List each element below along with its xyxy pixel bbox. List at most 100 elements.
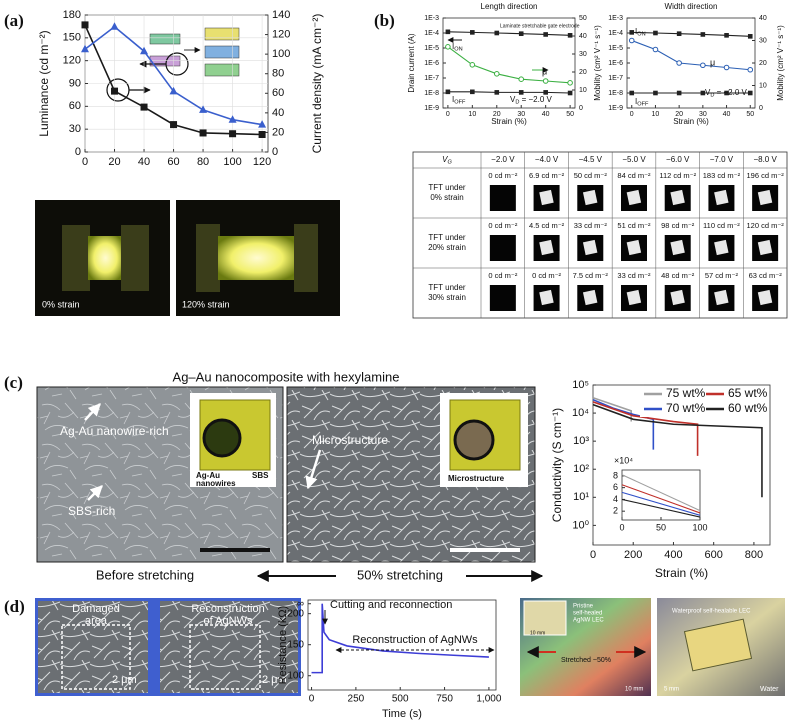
y-tick-label: 1E-9 (608, 105, 623, 112)
cell-value: 33 cd m⁻² (574, 221, 608, 230)
marker (199, 105, 208, 113)
x-tick-label: 800 (745, 549, 763, 561)
annotation: VD = −2.0 V (510, 95, 553, 106)
x-tick-label: 50 (746, 111, 754, 118)
inset-label: SBS (252, 471, 269, 480)
annotation-part: = −2.0 V (519, 95, 552, 104)
photo-caption: 120% strain (182, 299, 230, 309)
y2-tick-label: 20 (272, 126, 284, 138)
annotation-part: I (452, 42, 454, 51)
annotation: VG (442, 155, 452, 166)
cell-value: 0 cd m⁻² (532, 271, 561, 280)
y2-tick-label: 120 (272, 28, 290, 40)
plot-area (442, 17, 576, 109)
annotation: ION (635, 27, 646, 38)
marker (170, 121, 178, 129)
cell-image-pixel (670, 289, 685, 306)
annotation-part: G (447, 160, 452, 166)
y-tick-label: 10¹ (573, 491, 589, 503)
chart-title: Width direction (665, 2, 718, 11)
y2-tick-label: 40 (579, 33, 587, 40)
cell-value: 6.9 cd m⁻² (529, 171, 565, 180)
cell-image-pixel (582, 289, 598, 306)
row-label: 0% strain (430, 193, 463, 202)
y2-tick-label: 60 (272, 87, 284, 99)
marker (469, 62, 476, 68)
marker (653, 90, 658, 96)
y2-tick-label: 20 (579, 69, 587, 76)
y-tick-label: 1E-7 (424, 75, 439, 82)
cell-value: 98 cd m⁻² (661, 221, 695, 230)
series-line (621, 498, 701, 518)
cell-image-pixel (626, 189, 642, 206)
marker (542, 78, 549, 84)
x-tick-label: 120 (253, 156, 271, 168)
y-tick-label: 1E-5 (608, 45, 623, 52)
annotation-part: I (635, 27, 637, 36)
table-header: −2.0 V (491, 155, 515, 164)
marker (724, 33, 729, 38)
photo-label: Waterproof self-healable LEC (672, 609, 751, 615)
caption: 50% stretching (357, 567, 443, 582)
series-line (621, 484, 701, 514)
scale-label: 2 μm (262, 674, 287, 686)
x-tick-label: 0 (619, 522, 624, 532)
table-header: −8.0 V (753, 155, 777, 164)
marker (199, 129, 207, 137)
y2-tick-label: 100 (272, 48, 290, 60)
x-tick-label: 80 (197, 156, 209, 168)
marker (676, 60, 682, 66)
x-tick-label: 40 (138, 156, 150, 168)
series-line (631, 31, 751, 37)
series-line (447, 46, 571, 84)
marker (111, 87, 119, 95)
y2-tick-label: 0 (759, 105, 763, 112)
y-tick-label: 1E-7 (608, 75, 623, 82)
x-tick-label: 100 (692, 522, 707, 532)
marker (723, 64, 730, 71)
sem-photo: Microstructure Microstructure (286, 386, 536, 563)
x-tick-label: 50 (566, 111, 574, 118)
y-tick-label: 1E-8 (424, 90, 439, 97)
x-tick-label: 1,000 (476, 694, 501, 705)
y-tick-label: 1E-9 (424, 105, 439, 112)
y-tick-label: 4 (613, 494, 618, 504)
cell-image (489, 185, 516, 211)
panel-label: (b) (374, 11, 395, 30)
y-tick-label: 1E-6 (424, 60, 439, 67)
y-tick-label: 1E-3 (424, 15, 439, 22)
x-tick-label: 60 (167, 156, 179, 168)
cell-image-pixel (626, 239, 642, 256)
table-header: −6.0 V (666, 155, 690, 164)
marker (493, 71, 500, 77)
marker (518, 76, 525, 82)
photo-water: Waterproof self-healable LEC 5 mm Water (657, 598, 785, 696)
cell-value: 183 cd m⁻² (703, 171, 741, 180)
series-line (592, 398, 655, 450)
series-line (621, 474, 701, 512)
cell-image-pixel (757, 239, 773, 256)
legend-label: 70 wt% (666, 401, 706, 415)
sem-reconstruction: Damaged area Reconstruction of AgNWs 2 μ… (35, 598, 301, 696)
y2-tick-label: 40 (759, 15, 767, 22)
y-tick-label: 1E-8 (608, 90, 623, 97)
scale-label: 5 mm (664, 687, 679, 693)
marker (258, 130, 266, 138)
marker (652, 46, 659, 53)
cell-image-pixel (757, 189, 773, 206)
inset-label: Microstructure (448, 474, 505, 483)
y-tick-label: 1E-3 (608, 15, 623, 22)
x-tick-label: 400 (664, 549, 682, 561)
x-tick-label: 0 (82, 156, 88, 168)
photo-luminance: 0% strain 120% strain (35, 200, 340, 316)
x-tick-label: 20 (493, 111, 501, 118)
marker (110, 22, 119, 30)
photo-label: Reconstruction (191, 603, 264, 615)
marker (747, 66, 754, 73)
photo-label: self-healed (573, 611, 602, 617)
x-tick-label: 750 (436, 694, 453, 705)
y2-tick-label: 10 (579, 87, 587, 94)
y-tick-label: 10⁵ (572, 379, 589, 391)
